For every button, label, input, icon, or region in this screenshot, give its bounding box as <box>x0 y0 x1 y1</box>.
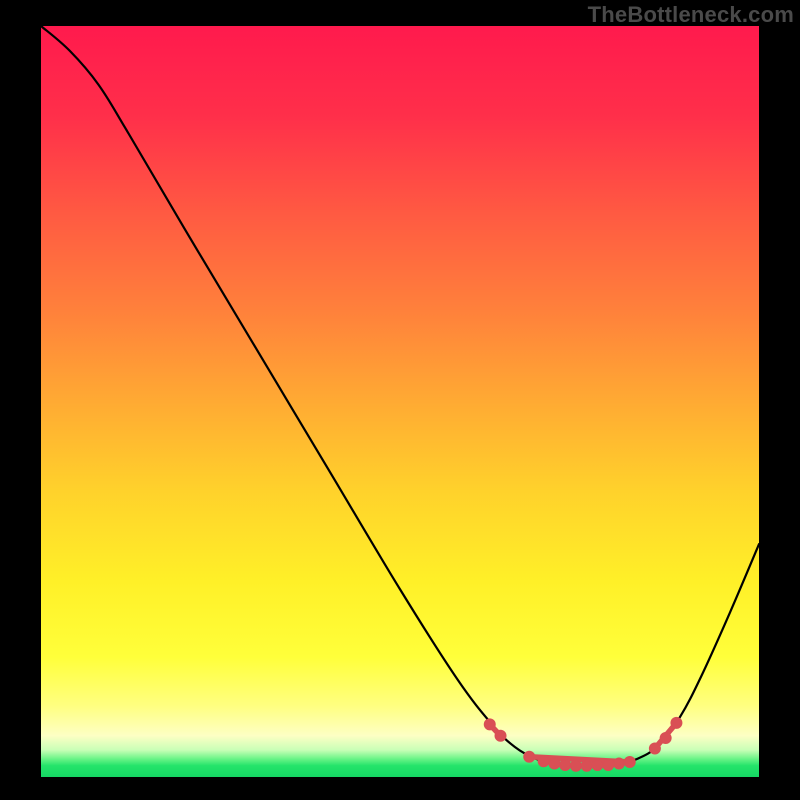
data-marker <box>484 719 495 730</box>
plot-area <box>41 26 759 777</box>
data-marker <box>524 751 535 762</box>
data-marker <box>549 758 560 769</box>
data-marker <box>671 717 682 728</box>
data-marker <box>538 756 549 767</box>
data-marker <box>495 730 506 741</box>
watermark-text: TheBottleneck.com <box>588 2 794 28</box>
data-marker <box>560 759 571 770</box>
chart-container: TheBottleneck.com <box>0 0 800 800</box>
data-marker <box>570 760 581 771</box>
data-marker <box>603 759 614 770</box>
bottleneck-curve-chart <box>41 26 759 777</box>
data-marker <box>592 759 603 770</box>
data-marker <box>581 760 592 771</box>
data-marker <box>624 756 635 767</box>
data-marker <box>613 758 624 769</box>
data-marker <box>649 743 660 754</box>
data-marker <box>660 732 671 743</box>
gradient-background <box>41 26 759 777</box>
